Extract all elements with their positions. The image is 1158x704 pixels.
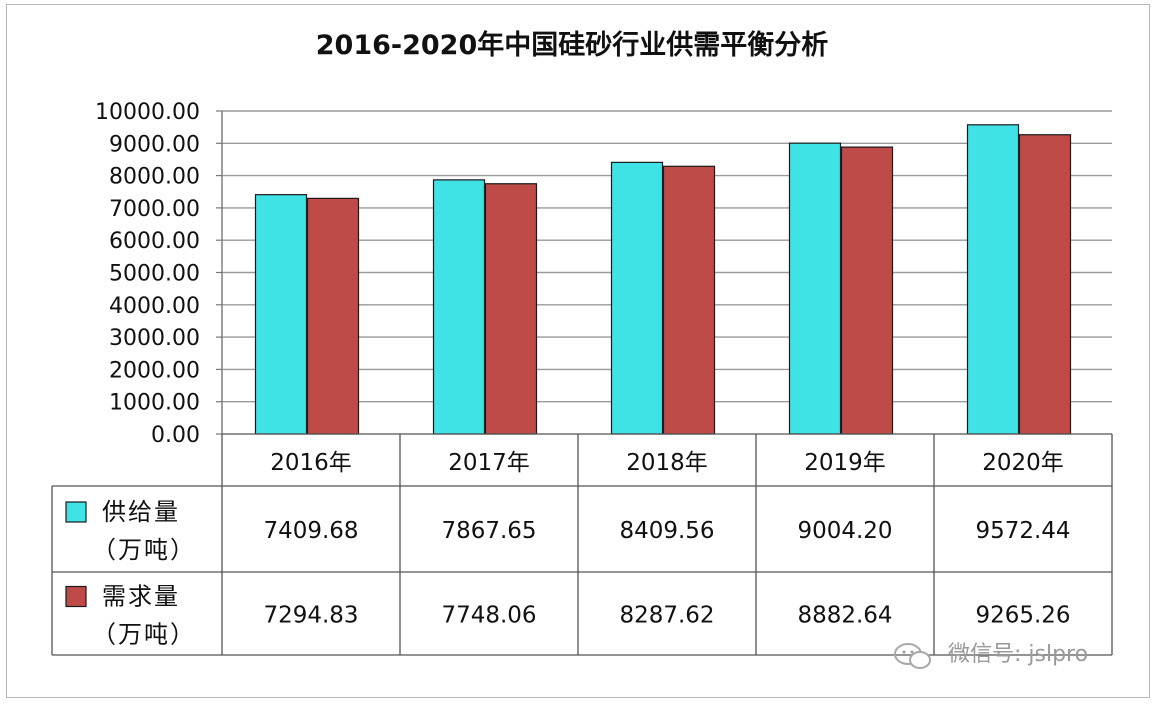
y-tick-label: 9000.00: [109, 132, 200, 157]
bar-supply-3: [788, 142, 842, 435]
gridlines: [222, 110, 1112, 403]
category-label: 2018年: [626, 450, 708, 476]
table-cell-value: 9572.44: [975, 518, 1070, 544]
y-tick-label: 3000.00: [109, 326, 200, 351]
y-tick-label: 4000.00: [109, 294, 200, 319]
watermark-text: 微信号: jslpro: [948, 642, 1088, 667]
legend-series-name: 需求量: [102, 583, 180, 611]
table-cell-value: 9265.26: [975, 603, 1070, 629]
category-label: 2017年: [448, 450, 530, 476]
y-tick-label: 0.00: [151, 423, 200, 448]
table-cell-value: 7409.68: [263, 518, 358, 544]
y-tick-label: 10000.00: [95, 100, 200, 125]
bar-supply-2: [610, 161, 664, 435]
bar-demand-2: [662, 165, 716, 435]
chart-title: 2016-2020年中国硅砂行业供需平衡分析: [316, 29, 829, 61]
y-tick-label: 2000.00: [109, 358, 200, 383]
category-label: 2020年: [982, 450, 1064, 476]
category-label: 2019年: [804, 450, 886, 476]
legend-series-unit: （万吨）: [92, 621, 196, 649]
table-cell-value: 7294.83: [263, 603, 358, 629]
bar-supply-0: [254, 194, 308, 435]
legend-series-name: 供给量: [102, 498, 180, 526]
y-axis: 0.00 1000.00 2000.00 3000.00 4000.00 5000.00 6…: [95, 100, 223, 448]
y-tick-label: 5000.00: [109, 262, 200, 287]
y-tick-label: 7000.00: [109, 197, 200, 222]
category-label: 2016年: [270, 450, 352, 476]
legend-swatch-0: [65, 501, 87, 523]
table-cell-value: 8287.62: [619, 603, 714, 629]
legend-swatch-1: [65, 585, 87, 608]
bar-demand-0: [306, 197, 360, 435]
y-tick-label: 1000.00: [109, 391, 200, 416]
legend-series-unit: （万吨）: [92, 536, 196, 564]
table-cell-value: 8409.56: [619, 518, 714, 544]
bar-demand-4: [1018, 134, 1072, 435]
bar-supply-4: [966, 124, 1020, 435]
table-cell-value: 7748.06: [441, 603, 536, 629]
table-cell-value: 8882.64: [797, 603, 892, 629]
wechat-icon: [894, 643, 931, 669]
bar-demand-1: [484, 183, 538, 435]
bar-demand-3: [840, 146, 894, 435]
y-tick-label: 6000.00: [109, 229, 200, 254]
table-cell-value: 9004.20: [797, 518, 892, 544]
y-tick-label: 8000.00: [109, 165, 200, 190]
bars: [254, 124, 1072, 435]
watermark: 微信号: jslpro: [894, 642, 1088, 669]
bar-supply-1: [432, 179, 486, 435]
table-cell-value: 7867.65: [441, 518, 536, 544]
